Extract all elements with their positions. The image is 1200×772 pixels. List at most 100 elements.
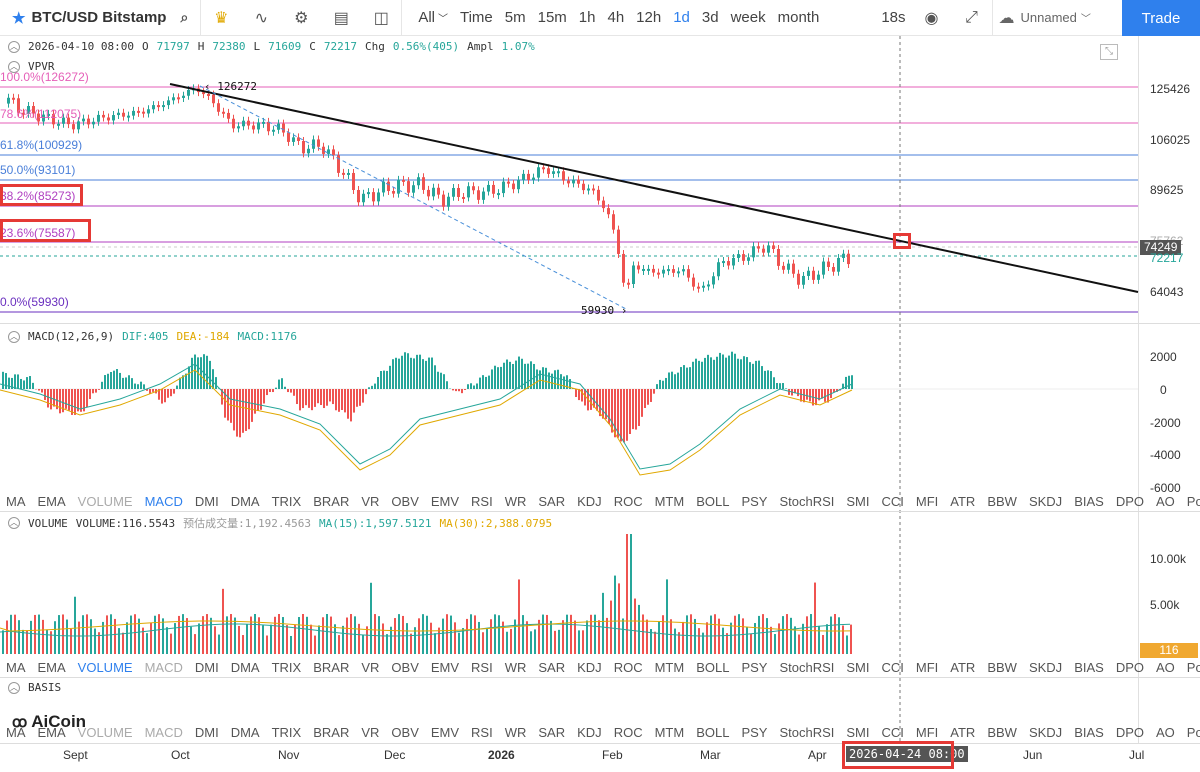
indicator-tab-ema[interactable]: EMA — [37, 724, 66, 740]
indicator-tab-volume[interactable]: VOLUME — [77, 659, 133, 675]
indicator-tab-brar[interactable]: BRAR — [313, 493, 350, 509]
indicator-tab-smi[interactable]: SMI — [846, 724, 870, 740]
indicator-tab-bias[interactable]: BIAS — [1074, 659, 1104, 675]
indicator-tab-bbw[interactable]: BBW — [987, 493, 1017, 509]
indicator-tab-trix[interactable]: TRIX — [271, 659, 302, 675]
symbol-selector[interactable]: ★ BTC/USD Bitstamp ⌕ — [0, 0, 200, 35]
indicator-tab-dmi[interactable]: DMI — [194, 659, 219, 675]
indicator-tab-ema[interactable]: EMA — [37, 659, 66, 675]
indicator-tab-wr[interactable]: WR — [504, 493, 527, 509]
indicator-tab-volume[interactable]: VOLUME — [77, 493, 133, 509]
gear-icon[interactable]: ⚙ — [294, 9, 309, 27]
indicator-tab-dmi[interactable]: DMI — [194, 493, 219, 509]
indicator-tab-boll[interactable]: BOLL — [696, 493, 730, 509]
indicator-tab-rsi[interactable]: RSI — [471, 724, 493, 740]
indicator-tab-bias[interactable]: BIAS — [1074, 724, 1104, 740]
interval-15m[interactable]: 15m — [537, 9, 567, 26]
indicator-tab-atr[interactable]: ATR — [950, 659, 976, 675]
indicator-tab-wr[interactable]: WR — [504, 724, 527, 740]
indicator-tab-atr[interactable]: ATR — [950, 724, 976, 740]
layout-dropdown[interactable]: ☁ Unnamed ﹀ — [998, 9, 1091, 27]
collapse-icon[interactable]: ︿ — [8, 330, 20, 343]
indicator-tab-obv[interactable]: OBV — [391, 659, 419, 675]
indicator-tab-smi[interactable]: SMI — [846, 493, 870, 509]
indicator-tab-vr[interactable]: VR — [361, 724, 380, 740]
indicator-tab-dma[interactable]: DMA — [230, 493, 260, 509]
indicator-tab-roc[interactable]: ROC — [613, 724, 643, 740]
indicator-tab-vr[interactable]: VR — [361, 659, 380, 675]
indicator-tab-macd[interactable]: MACD — [144, 493, 183, 509]
indicator-tab-mfi[interactable]: MFI — [915, 659, 939, 675]
indicator-tab-cci[interactable]: CCI — [881, 659, 904, 675]
indicator-tab-rsi[interactable]: RSI — [471, 493, 493, 509]
template-icon[interactable]: ▤ — [333, 9, 349, 27]
indicator-tab-bbw[interactable]: BBW — [987, 724, 1017, 740]
interval-1d[interactable]: 1d — [673, 9, 690, 26]
indicator-tab-position[interactable]: Position — [1186, 724, 1200, 740]
indicator-tab-mtm[interactable]: MTM — [654, 493, 685, 509]
indicator-tab-brar[interactable]: BRAR — [313, 724, 350, 740]
camera-icon[interactable]: ◉ — [924, 9, 939, 27]
indicator-tab-obv[interactable]: OBV — [391, 724, 419, 740]
indicator-tab-skdj[interactable]: SKDJ — [1028, 493, 1063, 509]
indicator-tab-sar[interactable]: SAR — [538, 659, 566, 675]
indicator-tab-smi[interactable]: SMI — [846, 659, 870, 675]
maximize-icon[interactable]: ⤡ — [1100, 44, 1118, 60]
indicator-tab-macd[interactable]: MACD — [144, 724, 183, 740]
indicator-tab-ao[interactable]: AO — [1155, 493, 1175, 509]
indicator-tab-bbw[interactable]: BBW — [987, 659, 1017, 675]
indicator-tab-mfi[interactable]: MFI — [915, 724, 939, 740]
indicator-tab-rsi[interactable]: RSI — [471, 659, 493, 675]
indicator-tab-macd[interactable]: MACD — [144, 659, 183, 675]
interval-4h[interactable]: 4h — [607, 9, 625, 26]
interval-5m[interactable]: 5m — [504, 9, 526, 26]
indicator-tab-bias[interactable]: BIAS — [1074, 493, 1104, 509]
indicator-tab-obv[interactable]: OBV — [391, 493, 419, 509]
indicator-tab-psy[interactable]: PSY — [741, 659, 768, 675]
collapse-icon[interactable]: ︿ — [8, 60, 20, 73]
interval-month[interactable]: month — [777, 9, 820, 26]
indicator-tab-dma[interactable]: DMA — [230, 724, 260, 740]
indicator-tab-kdj[interactable]: KDJ — [577, 659, 602, 675]
collapse-icon[interactable]: ︿ — [8, 517, 20, 529]
indicator-tab-emv[interactable]: EMV — [430, 659, 460, 675]
indicator-tab-cci[interactable]: CCI — [881, 724, 904, 740]
indicator-tab-stochrsi[interactable]: StochRSI — [779, 493, 835, 509]
indicator-tab-position[interactable]: Position — [1186, 659, 1200, 675]
indicator-tab-ma[interactable]: MA — [6, 659, 26, 675]
trade-button[interactable]: Trade — [1122, 0, 1200, 36]
search-icon[interactable]: ⌕ — [180, 9, 189, 25]
interval-time[interactable]: Time — [459, 9, 493, 26]
indicator-tab-volume[interactable]: VOLUME — [77, 724, 133, 740]
indicator-tab-dpo[interactable]: DPO — [1115, 724, 1144, 740]
indicator-tab-ao[interactable]: AO — [1155, 724, 1175, 740]
indicator-tab-kdj[interactable]: KDJ — [577, 493, 602, 509]
indicator-tab-wr[interactable]: WR — [504, 659, 527, 675]
indicator-tab-vr[interactable]: VR — [361, 493, 380, 509]
star-icon[interactable]: ★ — [12, 9, 26, 27]
indicator-tab-dpo[interactable]: DPO — [1115, 659, 1144, 675]
indicator-tab-ao[interactable]: AO — [1155, 659, 1175, 675]
indicator-tab-sar[interactable]: SAR — [538, 724, 566, 740]
indicator-tab-stochrsi[interactable]: StochRSI — [779, 659, 835, 675]
indicator-tab-boll[interactable]: BOLL — [696, 659, 730, 675]
indicator-tab-brar[interactable]: BRAR — [313, 659, 350, 675]
indicator-tab-stochrsi[interactable]: StochRSI — [779, 724, 835, 740]
indicator-tab-kdj[interactable]: KDJ — [577, 724, 602, 740]
interval-3d[interactable]: 3d — [701, 9, 719, 26]
indicator-tab-mtm[interactable]: MTM — [654, 724, 685, 740]
indicator-tab-roc[interactable]: ROC — [613, 493, 643, 509]
indicator-tab-cci[interactable]: CCI — [881, 493, 904, 509]
indicator-tab-emv[interactable]: EMV — [430, 493, 460, 509]
pane-divider[interactable] — [0, 323, 1200, 324]
indicator-tab-skdj[interactable]: SKDJ — [1028, 659, 1063, 675]
indicator-icon[interactable]: ∿ — [254, 9, 269, 27]
indicator-tab-skdj[interactable]: SKDJ — [1028, 724, 1063, 740]
indicator-tab-emv[interactable]: EMV — [430, 724, 460, 740]
indicator-tab-ma[interactable]: MA — [6, 493, 26, 509]
indicator-tab-dma[interactable]: DMA — [230, 659, 260, 675]
indicator-tab-trix[interactable]: TRIX — [271, 493, 302, 509]
indicator-tab-trix[interactable]: TRIX — [271, 724, 302, 740]
indicator-tab-mtm[interactable]: MTM — [654, 659, 685, 675]
